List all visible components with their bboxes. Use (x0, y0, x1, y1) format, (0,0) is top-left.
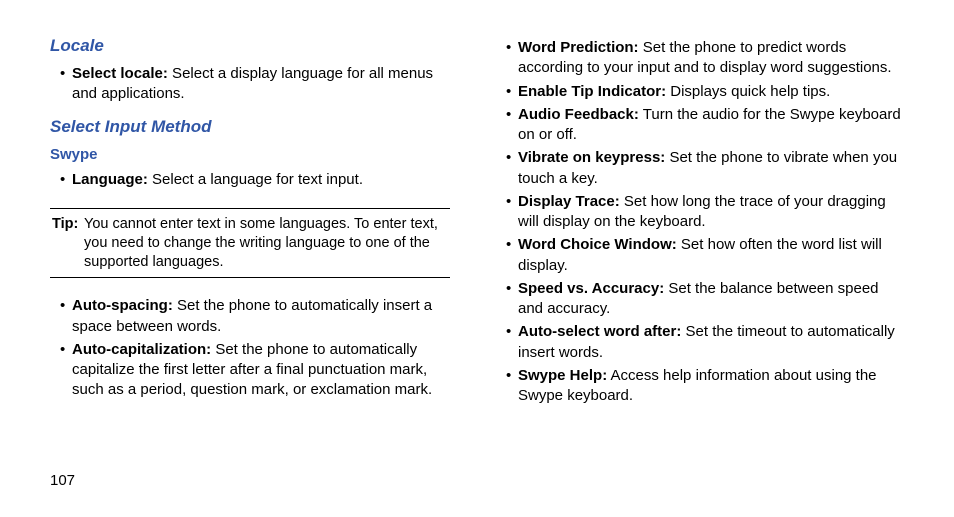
bullet-text: Speed vs. Accuracy: Set the balance betw… (518, 279, 906, 320)
bullet-dot: • (60, 64, 72, 84)
tip-box: Tip: You cannot enter text in some langu… (50, 208, 450, 279)
bullet-label: Word Choice Window: (518, 236, 677, 253)
bullet-item: •Word Prediction: Set the phone to predi… (506, 38, 906, 79)
two-column-layout: Locale • Select locale: Select a display… (50, 35, 914, 409)
bullet-text: Vibrate on keypress: Set the phone to vi… (518, 148, 906, 189)
bullet-text: Enable Tip Indicator: Displays quick hel… (518, 82, 906, 102)
bullet-dot: • (506, 82, 518, 102)
bullet-label: Vibrate on keypress: (518, 149, 665, 166)
left-column: Locale • Select locale: Select a display… (50, 35, 450, 409)
bullet-text: Word Choice Window: Set how often the wo… (518, 235, 906, 276)
bullet-item: •Auto-select word after: Set the timeout… (506, 322, 906, 363)
heading-swype: Swype (50, 145, 450, 165)
label-language: Language: (72, 171, 148, 188)
bullet-item: •Word Choice Window: Set how often the w… (506, 235, 906, 276)
heading-select-input-method: Select Input Method (50, 116, 450, 139)
bullet-item: •Vibrate on keypress: Set the phone to v… (506, 148, 906, 189)
bullet-text: Select locale: Select a display language… (72, 64, 450, 105)
right-column: •Word Prediction: Set the phone to predi… (506, 35, 906, 409)
bullet-item: •Swype Help: Access help information abo… (506, 366, 906, 407)
bullet-label: Audio Feedback: (518, 106, 639, 123)
page-number: 107 (50, 472, 75, 489)
tip-label: Tip: (52, 215, 84, 272)
bullet-dot: • (506, 322, 518, 342)
bullet-text: Display Trace: Set how long the trace of… (518, 192, 906, 233)
label-auto-cap: Auto-capitalization: (72, 341, 211, 358)
bullet-label: Word Prediction: (518, 39, 639, 56)
bullet-dot: • (60, 340, 72, 360)
bullet-dot: • (506, 235, 518, 255)
bullet-dot: • (506, 38, 518, 58)
bullet-item: •Enable Tip Indicator: Displays quick he… (506, 82, 906, 102)
bullet-text: Auto-capitalization: Set the phone to au… (72, 340, 450, 401)
bullet-label: Speed vs. Accuracy: (518, 280, 664, 297)
bullet-label: Display Trace: (518, 193, 620, 210)
bullet-text: Word Prediction: Set the phone to predic… (518, 38, 906, 79)
bullet-dot: • (506, 192, 518, 212)
bullet-text: Swype Help: Access help information abou… (518, 366, 906, 407)
label-auto-spacing: Auto-spacing: (72, 297, 173, 314)
text-language: Select a language for text input. (148, 171, 363, 188)
tip-row: Tip: You cannot enter text in some langu… (52, 215, 448, 272)
bullet-auto-spacing: • Auto-spacing: Set the phone to automat… (50, 296, 450, 337)
bullet-text: Audio Feedback: Turn the audio for the S… (518, 105, 906, 146)
bullet-item: •Display Trace: Set how long the trace o… (506, 192, 906, 233)
bullet-auto-cap: • Auto-capitalization: Set the phone to … (50, 340, 450, 401)
bullet-dot: • (506, 279, 518, 299)
bullet-dot: • (60, 170, 72, 190)
bullet-language: • Language: Select a language for text i… (50, 170, 450, 190)
bullet-dot: • (506, 105, 518, 125)
bullet-select-locale: • Select locale: Select a display langua… (50, 64, 450, 105)
bullet-text: Language: Select a language for text inp… (72, 170, 450, 190)
bullet-text: Auto-select word after: Set the timeout … (518, 322, 906, 363)
bullet-label: Auto-select word after: (518, 323, 681, 340)
label-select-locale: Select locale: (72, 65, 168, 82)
bullet-item: •Audio Feedback: Turn the audio for the … (506, 105, 906, 146)
bullet-dot: • (506, 366, 518, 386)
heading-locale: Locale (50, 35, 450, 58)
bullet-item: •Speed vs. Accuracy: Set the balance bet… (506, 279, 906, 320)
bullet-text: Auto-spacing: Set the phone to automatic… (72, 296, 450, 337)
tip-body: You cannot enter text in some languages.… (84, 215, 448, 272)
manual-page: Locale • Select locale: Select a display… (0, 0, 954, 517)
bullet-body: Displays quick help tips. (666, 83, 830, 100)
bullet-dot: • (60, 296, 72, 316)
bullet-dot: • (506, 148, 518, 168)
bullet-label: Swype Help: (518, 367, 607, 384)
bullet-label: Enable Tip Indicator: (518, 83, 666, 100)
